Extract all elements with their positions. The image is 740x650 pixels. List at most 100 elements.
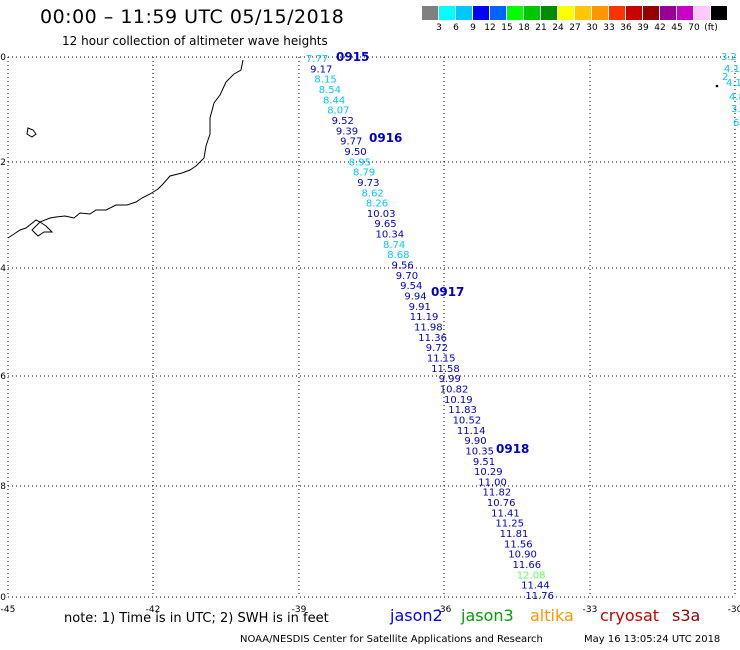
- swh-value: 11.25: [495, 519, 524, 530]
- swh-value: 7.77: [306, 54, 328, 65]
- scale-swatch: [694, 6, 710, 20]
- swh-value: 9.39: [336, 126, 358, 137]
- swh-value: 8.26: [366, 199, 388, 210]
- lon-label: -36: [437, 605, 452, 615]
- time-label: 0918: [496, 442, 529, 456]
- legend-item: jason2: [390, 606, 443, 625]
- swh-value: 12.08: [517, 570, 546, 581]
- scale-label: 39: [637, 23, 649, 33]
- scale-label: (ft): [704, 23, 718, 33]
- swh-value: 9.91: [409, 302, 431, 313]
- edge-value: 4.8: [729, 92, 740, 103]
- swh-value: 10.03: [367, 209, 396, 220]
- lat-label: -30: [0, 593, 6, 603]
- map-subtitle: 12 hour collection of altimeter wave hei…: [62, 34, 328, 48]
- swh-value: 10.35: [465, 446, 494, 457]
- swh-value: 9.70: [396, 271, 418, 282]
- scale-swatch: [575, 6, 591, 20]
- lon-label: -42: [146, 605, 161, 615]
- scale-swatch: [541, 6, 557, 20]
- map-title: 00:00 – 11:59 UTC 05/15/2018: [40, 6, 345, 28]
- scale-label: 9: [470, 23, 476, 33]
- swh-value: 11.19: [410, 312, 439, 323]
- swh-value: 9.51: [473, 457, 495, 468]
- scale-label: 15: [501, 23, 513, 33]
- swh-value: 11.66: [513, 560, 542, 571]
- edge-value: 6: [733, 118, 739, 129]
- swh-value: 11.58: [431, 364, 460, 375]
- swh-value: 8.79: [353, 168, 375, 179]
- swh-value: 10.76: [487, 498, 516, 509]
- lon-label: -39: [292, 605, 307, 615]
- swh-value: 8.07: [327, 106, 349, 117]
- swh-value: 11.83: [448, 405, 477, 416]
- swh-value: 8.15: [314, 75, 336, 86]
- swh-value: 11.00: [478, 477, 507, 488]
- scale-label: 45: [671, 23, 683, 33]
- edge-value: 4.1: [724, 64, 740, 75]
- lat-label: -26: [0, 372, 6, 382]
- legend-item: jason3: [461, 606, 514, 625]
- bay-shore: [31, 221, 54, 237]
- swh-value: 8.74: [383, 240, 405, 251]
- legend-item: cryosat: [600, 606, 660, 625]
- swh-value: 8.95: [349, 157, 371, 168]
- lon-label: -30: [728, 605, 740, 615]
- scale-swatch: [609, 6, 625, 20]
- scale-label: 27: [569, 23, 581, 33]
- swh-value: 8.62: [362, 188, 384, 199]
- timestamp-text: May 16 13:05:24 UTC 2018: [584, 634, 721, 645]
- swh-value: 9.77: [340, 137, 362, 148]
- swh-value: 9.56: [392, 261, 414, 272]
- scale-swatch: [592, 6, 608, 20]
- scale-label: 42: [654, 23, 666, 33]
- scale-label: 24: [552, 23, 564, 33]
- swh-value: 9.90: [464, 436, 486, 447]
- swh-value: 9.65: [374, 219, 396, 230]
- swh-value: 11.76: [525, 591, 554, 602]
- scale-label: 3: [436, 23, 442, 33]
- swh-value: 10.82: [440, 384, 469, 395]
- scale-swatch: [677, 6, 693, 20]
- time-label: 0915: [336, 50, 369, 64]
- lat-lon-grid: [7, 56, 736, 598]
- swh-value: 10.29: [474, 467, 503, 478]
- lat-label: -22: [0, 158, 6, 168]
- edge-dot: [715, 84, 719, 88]
- swh-value: 9.50: [344, 147, 366, 158]
- scale-label: 36: [620, 23, 632, 33]
- legend-item: s3a: [672, 606, 701, 625]
- scale-swatch: [626, 6, 642, 20]
- scale-swatch: [490, 6, 506, 20]
- coastline: [7, 59, 244, 239]
- scale-label: 12: [484, 23, 496, 33]
- scale-swatch: [643, 6, 659, 20]
- swh-value: 11.98: [414, 323, 443, 334]
- scale-label: 18: [518, 23, 530, 33]
- swh-value: 11.36: [418, 333, 447, 344]
- note-text: note: 1) Time is in UTC; 2) SWH is in fe…: [64, 611, 329, 626]
- scale-label: 21: [535, 23, 547, 33]
- scale-swatch: [422, 6, 438, 20]
- scale-swatch: [473, 6, 489, 20]
- swh-value: 9.72: [426, 343, 448, 354]
- time-labels: 0915 0916 0917 0918: [336, 50, 529, 456]
- lon-label: -33: [583, 605, 598, 615]
- scale-label: 30: [586, 23, 598, 33]
- swh-value: 11.41: [491, 508, 520, 519]
- lat-label: -20: [0, 53, 6, 63]
- altimeter-track: 7.779.178.158.548.448.079.529.399.779.50…: [306, 54, 554, 602]
- swh-value: 11.44: [521, 581, 550, 592]
- swh-value: 9.54: [400, 281, 422, 292]
- swh-value: 8.44: [323, 95, 345, 106]
- edge-value: 3.: [731, 104, 740, 115]
- axis-labels: -45 -42 -39 -36 -33 -30 -20 -22 -24 -26 -28 -30: [0, 53, 740, 615]
- swh-value: 11.82: [483, 488, 512, 499]
- edge-value: 3.2: [721, 52, 737, 63]
- swh-value: 9.52: [332, 116, 354, 127]
- lat-label: -28: [0, 482, 6, 492]
- swh-value: 8.68: [387, 250, 409, 261]
- scale-swatch: [439, 6, 455, 20]
- right-edge-values: 3.24.14.14.83.62: [721, 52, 740, 129]
